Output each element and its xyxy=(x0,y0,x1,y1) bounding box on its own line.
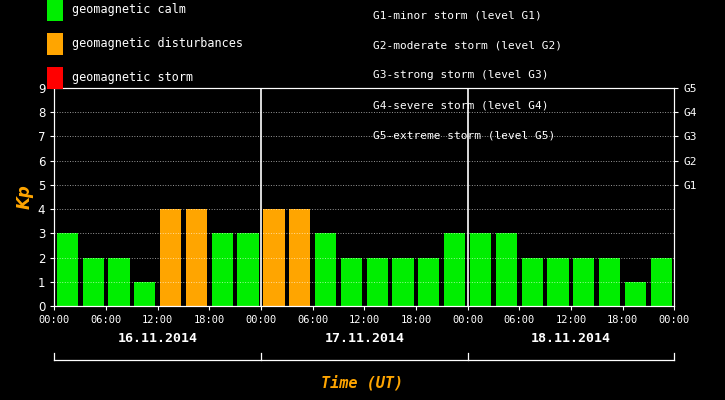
Bar xyxy=(651,258,672,306)
Bar xyxy=(160,209,181,306)
Bar xyxy=(263,209,284,306)
Bar xyxy=(418,258,439,306)
Bar xyxy=(83,258,104,306)
Y-axis label: Kp: Kp xyxy=(16,185,33,209)
Text: 18.11.2014: 18.11.2014 xyxy=(531,332,611,344)
Bar xyxy=(573,258,594,306)
Bar xyxy=(238,233,259,306)
Bar xyxy=(496,233,517,306)
Bar xyxy=(315,233,336,306)
Text: geomagnetic calm: geomagnetic calm xyxy=(72,4,186,16)
Bar xyxy=(134,282,155,306)
Bar xyxy=(108,258,130,306)
Text: G5-extreme storm (level G5): G5-extreme storm (level G5) xyxy=(373,130,555,140)
Bar xyxy=(212,233,233,306)
Bar xyxy=(521,258,543,306)
Text: G1-minor storm (level G1): G1-minor storm (level G1) xyxy=(373,10,542,20)
Bar xyxy=(341,258,362,306)
Text: geomagnetic disturbances: geomagnetic disturbances xyxy=(72,38,243,50)
Bar xyxy=(470,233,491,306)
Bar xyxy=(599,258,621,306)
Bar xyxy=(392,258,414,306)
Bar xyxy=(367,258,388,306)
Text: G3-strong storm (level G3): G3-strong storm (level G3) xyxy=(373,70,549,80)
Text: G2-moderate storm (level G2): G2-moderate storm (level G2) xyxy=(373,40,563,50)
Bar xyxy=(186,209,207,306)
Text: Time (UT): Time (UT) xyxy=(321,374,404,390)
Text: 16.11.2014: 16.11.2014 xyxy=(117,332,198,344)
Bar xyxy=(57,233,78,306)
Text: G4-severe storm (level G4): G4-severe storm (level G4) xyxy=(373,100,549,110)
Bar xyxy=(444,233,465,306)
Text: 17.11.2014: 17.11.2014 xyxy=(324,332,405,344)
Bar xyxy=(547,258,568,306)
Bar xyxy=(625,282,646,306)
Text: geomagnetic storm: geomagnetic storm xyxy=(72,72,193,84)
Bar xyxy=(289,209,310,306)
